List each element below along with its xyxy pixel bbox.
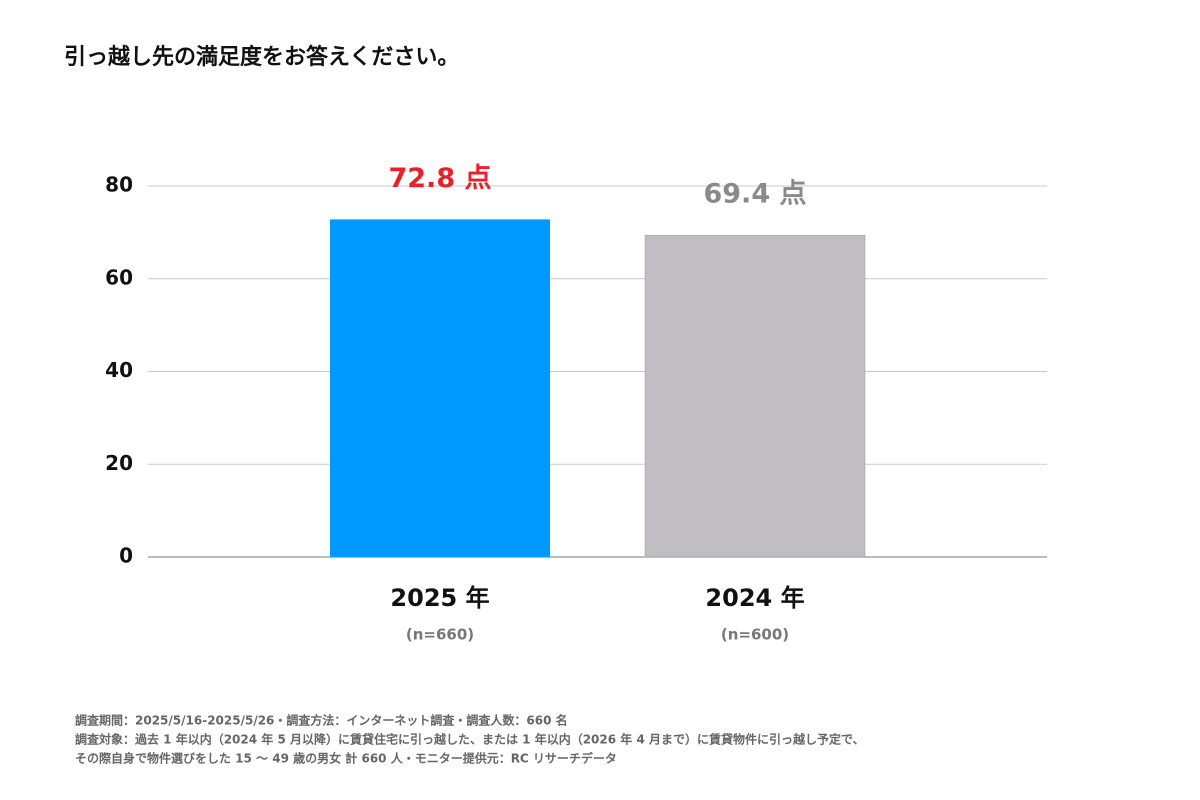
- x-tick-sublabel: (n=660): [406, 626, 474, 644]
- bar: [330, 219, 550, 557]
- bar: [644, 234, 866, 558]
- y-tick-label: 60: [105, 265, 133, 289]
- value-label: 72.8 点: [388, 163, 491, 194]
- value-label: 69.4 点: [703, 179, 806, 210]
- x-tick-label: 2025 年: [390, 584, 489, 612]
- y-tick-label: 80: [105, 173, 133, 197]
- y-tick-label: 40: [105, 358, 133, 382]
- y-tick-label: 0: [119, 544, 133, 568]
- footnote: その際自身で物件選びをした 15 ～ 49 歳の男女 計 660 人・モニター提…: [75, 751, 617, 766]
- footnote: 調査期間：2025/5/16-2025/5/26・調査方法：インターネット調査・…: [75, 713, 568, 728]
- chart-title: 引っ越し先の満足度をお答えください。: [64, 44, 459, 70]
- footnote: 調査対象：過去 1 年以内（2024 年 5 月以降）に賃貸住宅に引っ越した、ま…: [75, 732, 865, 747]
- y-tick-label: 20: [105, 451, 133, 475]
- x-tick-sublabel: (n=600): [721, 626, 789, 644]
- x-tick-label: 2024 年: [705, 584, 804, 612]
